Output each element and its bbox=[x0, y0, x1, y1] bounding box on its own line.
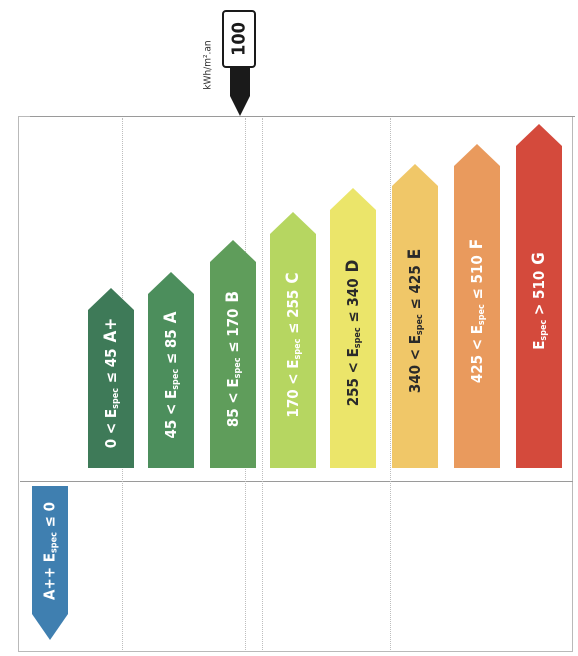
class-aplusplus-prefix: A++ E bbox=[40, 553, 59, 600]
gridline bbox=[262, 118, 263, 650]
class-g-arrow bbox=[516, 124, 562, 468]
class-g-range-start: E bbox=[530, 340, 548, 350]
class-d-range-end: ≤ 340 bbox=[344, 278, 362, 328]
indicator-pointer bbox=[230, 66, 250, 116]
class-aplus-arrow bbox=[88, 288, 134, 468]
class-e-range-start: 340 < E bbox=[406, 335, 424, 394]
class-b-arrow bbox=[210, 240, 256, 468]
class-e-subscript: spec bbox=[415, 314, 425, 336]
class-aplusplus-suffix: ≤ 0 bbox=[40, 502, 59, 533]
class-a-subscript: spec bbox=[171, 368, 181, 390]
class-g-letter: G bbox=[529, 252, 549, 265]
class-aplusplus-sub: spec bbox=[49, 532, 60, 554]
class-b-label: 85 < Espec ≤ 170 B bbox=[223, 291, 243, 427]
class-a-label: 45 < Espec ≤ 85 A bbox=[161, 312, 181, 439]
class-f-range-start: 425 < E bbox=[468, 325, 486, 384]
class-d-letter: D bbox=[343, 259, 363, 273]
class-aplusplus-arrow bbox=[32, 486, 68, 640]
top-separator-line bbox=[30, 116, 575, 117]
class-e-arrow bbox=[392, 164, 438, 468]
class-aplus-shape bbox=[88, 288, 134, 468]
bottom-separator-line bbox=[20, 481, 573, 482]
class-f-label-box: 425 < Espec ≤ 510 F bbox=[454, 154, 500, 468]
indicator-unit-box: kWh/m².an bbox=[197, 10, 219, 120]
class-aplus-range-start: 0 < E bbox=[102, 408, 120, 449]
class-f-subscript: spec bbox=[477, 304, 487, 326]
class-g-shape bbox=[516, 124, 562, 468]
class-b-subscript: spec bbox=[233, 357, 243, 379]
class-g-label-box: Espec > 510 G bbox=[516, 134, 562, 468]
class-b-letter: B bbox=[223, 290, 243, 303]
class-d-label: 255 < Espec ≤ 340 D bbox=[343, 260, 363, 407]
class-b-range-start: 85 < E bbox=[224, 378, 242, 428]
class-c-arrow bbox=[270, 212, 316, 468]
class-aplus-range-end: ≤ 45 bbox=[102, 348, 120, 388]
class-a-range-end: ≤ 85 bbox=[162, 329, 180, 369]
class-b-shape bbox=[210, 240, 256, 468]
class-f-range-end: ≤ 510 bbox=[468, 255, 486, 305]
class-b-label-box: 85 < Espec ≤ 170 B bbox=[210, 250, 256, 468]
class-g-label: Espec > 510 G bbox=[529, 252, 549, 350]
class-a-label-box: 45 < Espec ≤ 85 A bbox=[148, 282, 194, 468]
class-e-label: 340 < Espec ≤ 425 E bbox=[405, 249, 425, 393]
class-d-arrow bbox=[330, 188, 376, 468]
class-g-range-end: > 510 bbox=[530, 270, 548, 320]
class-c-label: 170 < Espec ≤ 255 C bbox=[283, 272, 303, 417]
class-aplus-subscript: spec bbox=[111, 387, 121, 409]
class-aplus-label-box: 0 < Espec ≤ 45 A+ bbox=[88, 298, 134, 468]
class-e-label-box: 340 < Espec ≤ 425 E bbox=[392, 174, 438, 468]
class-c-range-end: ≤ 255 bbox=[284, 289, 302, 339]
gridline bbox=[390, 118, 391, 650]
class-c-range-start: 170 < E bbox=[284, 359, 302, 418]
class-d-range-start: 255 < E bbox=[344, 348, 362, 407]
class-aplusplus-shape bbox=[32, 486, 68, 640]
class-b-range-end: ≤ 170 bbox=[224, 308, 242, 358]
class-f-label: 425 < Espec ≤ 510 F bbox=[467, 239, 487, 383]
class-d-label-box: 255 < Espec ≤ 340 D bbox=[330, 198, 376, 468]
class-d-subscript: spec bbox=[353, 327, 363, 349]
class-aplus-label: 0 < Espec ≤ 45 A+ bbox=[101, 318, 121, 448]
class-a-letter: A bbox=[161, 311, 181, 324]
indicator-box: 100 bbox=[222, 10, 256, 68]
class-aplusplus-label: A++ Espec ≤ 0 bbox=[41, 502, 60, 600]
class-c-subscript: spec bbox=[293, 338, 303, 360]
class-d-shape bbox=[330, 188, 376, 468]
indicator-value: 100 bbox=[228, 22, 250, 56]
class-a-arrow bbox=[148, 272, 194, 468]
class-e-range-end: ≤ 425 bbox=[406, 265, 424, 315]
class-c-label-box: 170 < Espec ≤ 255 C bbox=[270, 222, 316, 468]
indicator-unit: kWh/m².an bbox=[202, 40, 214, 90]
class-g-subscript: spec bbox=[539, 319, 549, 341]
class-c-shape bbox=[270, 212, 316, 468]
class-a-range-start: 45 < E bbox=[162, 389, 180, 439]
class-e-letter: E bbox=[405, 248, 425, 260]
class-aplus-letter: A+ bbox=[101, 317, 121, 343]
class-f-letter: F bbox=[467, 238, 487, 250]
class-a-shape bbox=[148, 272, 194, 468]
class-f-shape bbox=[454, 144, 500, 468]
class-c-letter: C bbox=[283, 272, 303, 284]
class-f-arrow bbox=[454, 144, 500, 468]
class-e-shape bbox=[392, 164, 438, 468]
class-aplusplus-label-box: A++ Espec ≤ 0 bbox=[28, 486, 72, 616]
